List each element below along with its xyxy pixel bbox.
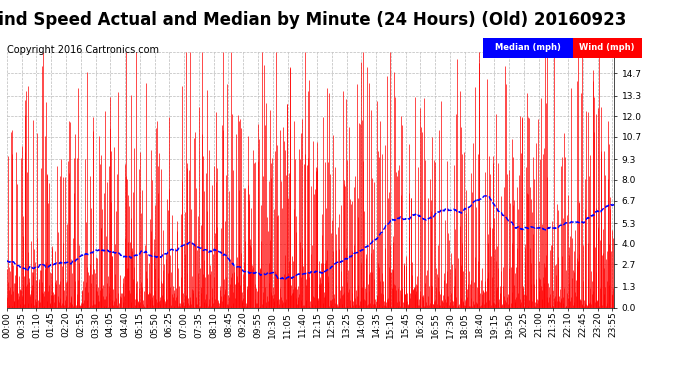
Text: Wind (mph): Wind (mph)	[580, 44, 635, 52]
Text: Copyright 2016 Cartronics.com: Copyright 2016 Cartronics.com	[7, 45, 159, 55]
Text: Median (mph): Median (mph)	[495, 44, 561, 52]
Text: Wind Speed Actual and Median by Minute (24 Hours) (Old) 20160923: Wind Speed Actual and Median by Minute (…	[0, 11, 627, 29]
